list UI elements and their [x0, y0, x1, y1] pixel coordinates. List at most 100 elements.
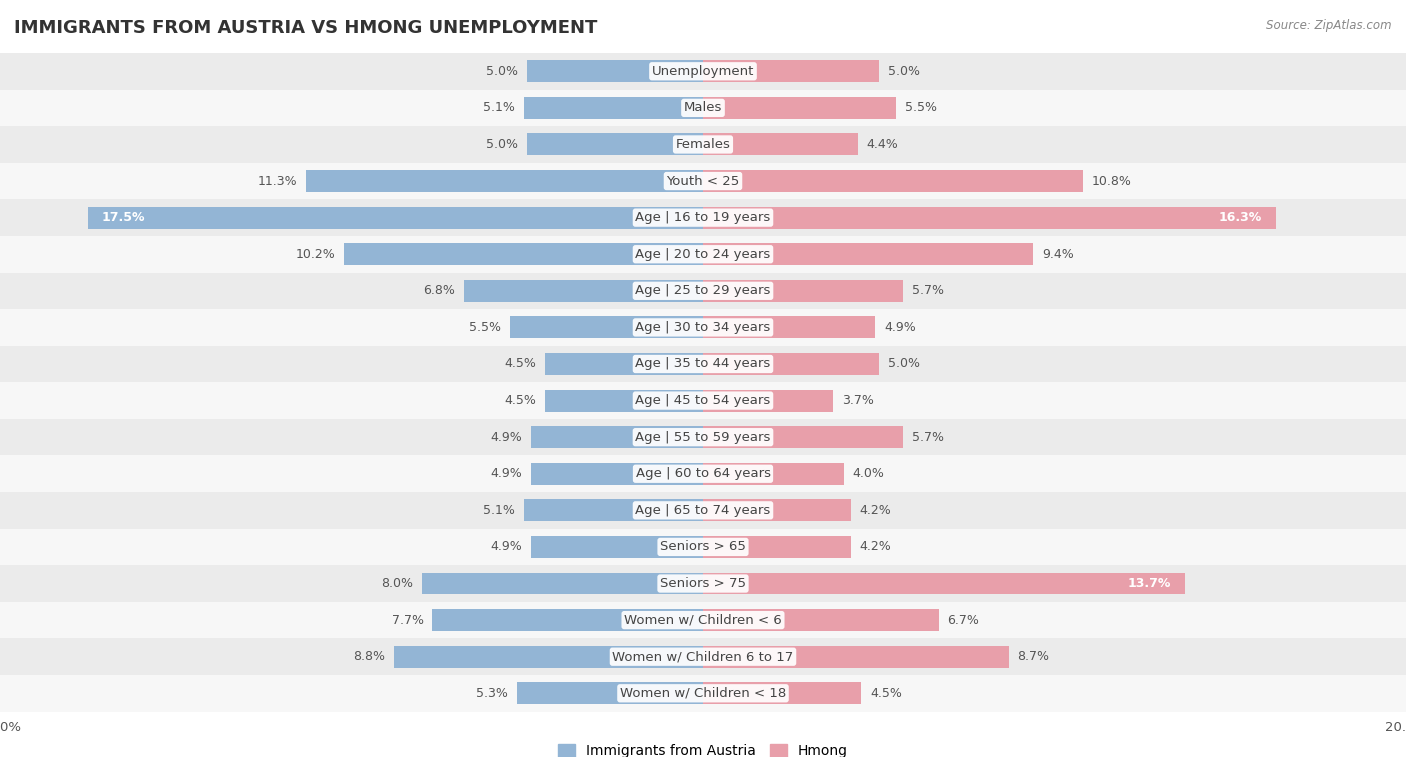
- Text: 5.7%: 5.7%: [912, 431, 945, 444]
- Text: 4.2%: 4.2%: [859, 540, 891, 553]
- Text: 16.3%: 16.3%: [1219, 211, 1263, 224]
- Text: 5.7%: 5.7%: [912, 285, 945, 298]
- Bar: [422, 572, 703, 594]
- Text: 8.7%: 8.7%: [1018, 650, 1050, 663]
- Text: 8.8%: 8.8%: [353, 650, 385, 663]
- Bar: [0, 126, 1406, 163]
- Text: Age | 30 to 34 years: Age | 30 to 34 years: [636, 321, 770, 334]
- Text: Age | 55 to 59 years: Age | 55 to 59 years: [636, 431, 770, 444]
- Bar: [703, 572, 1184, 594]
- Bar: [0, 309, 1406, 346]
- Bar: [531, 463, 703, 484]
- Bar: [546, 390, 703, 412]
- Text: 5.5%: 5.5%: [905, 101, 938, 114]
- Text: 11.3%: 11.3%: [257, 175, 297, 188]
- Bar: [527, 133, 703, 155]
- Text: Youth < 25: Youth < 25: [666, 175, 740, 188]
- Bar: [703, 170, 1083, 192]
- Bar: [703, 280, 904, 302]
- Text: 4.9%: 4.9%: [491, 540, 522, 553]
- Bar: [344, 243, 703, 265]
- Bar: [703, 682, 860, 704]
- Bar: [703, 609, 939, 631]
- Text: 4.5%: 4.5%: [505, 394, 536, 407]
- Text: Age | 35 to 44 years: Age | 35 to 44 years: [636, 357, 770, 370]
- Text: 4.9%: 4.9%: [884, 321, 915, 334]
- Bar: [394, 646, 703, 668]
- Text: 6.8%: 6.8%: [423, 285, 456, 298]
- Bar: [510, 316, 703, 338]
- Bar: [546, 353, 703, 375]
- Text: 5.0%: 5.0%: [486, 138, 519, 151]
- Bar: [0, 273, 1406, 309]
- Bar: [0, 492, 1406, 528]
- Text: Females: Females: [675, 138, 731, 151]
- Bar: [703, 97, 897, 119]
- Bar: [703, 207, 1277, 229]
- Bar: [527, 61, 703, 83]
- Text: 5.0%: 5.0%: [887, 357, 920, 370]
- Bar: [87, 207, 703, 229]
- Text: 10.8%: 10.8%: [1091, 175, 1132, 188]
- Bar: [0, 89, 1406, 126]
- Bar: [703, 390, 832, 412]
- Bar: [0, 53, 1406, 89]
- Text: Age | 65 to 74 years: Age | 65 to 74 years: [636, 504, 770, 517]
- Text: Seniors > 65: Seniors > 65: [659, 540, 747, 553]
- Bar: [0, 675, 1406, 712]
- Text: 3.7%: 3.7%: [842, 394, 873, 407]
- Bar: [0, 602, 1406, 638]
- Text: Unemployment: Unemployment: [652, 65, 754, 78]
- Bar: [433, 609, 703, 631]
- Text: 9.4%: 9.4%: [1042, 248, 1074, 260]
- Bar: [464, 280, 703, 302]
- Text: 5.1%: 5.1%: [484, 504, 515, 517]
- Text: 4.0%: 4.0%: [852, 467, 884, 480]
- Text: Source: ZipAtlas.com: Source: ZipAtlas.com: [1267, 19, 1392, 32]
- Bar: [531, 536, 703, 558]
- Bar: [703, 500, 851, 522]
- Text: 4.9%: 4.9%: [491, 431, 522, 444]
- Text: Seniors > 75: Seniors > 75: [659, 577, 747, 590]
- Bar: [524, 500, 703, 522]
- Text: 4.5%: 4.5%: [505, 357, 536, 370]
- Text: Women w/ Children < 6: Women w/ Children < 6: [624, 614, 782, 627]
- Bar: [703, 426, 904, 448]
- Bar: [0, 456, 1406, 492]
- Bar: [703, 463, 844, 484]
- Text: 5.0%: 5.0%: [887, 65, 920, 78]
- Bar: [703, 61, 879, 83]
- Bar: [0, 346, 1406, 382]
- Bar: [0, 528, 1406, 565]
- Text: Age | 25 to 29 years: Age | 25 to 29 years: [636, 285, 770, 298]
- Bar: [703, 133, 858, 155]
- Text: 5.0%: 5.0%: [486, 65, 519, 78]
- Text: 4.2%: 4.2%: [859, 504, 891, 517]
- Bar: [703, 353, 879, 375]
- Bar: [0, 638, 1406, 675]
- Text: 7.7%: 7.7%: [391, 614, 423, 627]
- Bar: [0, 163, 1406, 199]
- Text: 17.5%: 17.5%: [101, 211, 145, 224]
- Bar: [703, 536, 851, 558]
- Text: Age | 45 to 54 years: Age | 45 to 54 years: [636, 394, 770, 407]
- Bar: [703, 316, 875, 338]
- Text: 5.5%: 5.5%: [468, 321, 501, 334]
- Text: 4.5%: 4.5%: [870, 687, 901, 699]
- Text: 8.0%: 8.0%: [381, 577, 413, 590]
- Text: Age | 16 to 19 years: Age | 16 to 19 years: [636, 211, 770, 224]
- Bar: [307, 170, 703, 192]
- Text: Age | 20 to 24 years: Age | 20 to 24 years: [636, 248, 770, 260]
- Bar: [703, 243, 1033, 265]
- Text: IMMIGRANTS FROM AUSTRIA VS HMONG UNEMPLOYMENT: IMMIGRANTS FROM AUSTRIA VS HMONG UNEMPLO…: [14, 19, 598, 37]
- Bar: [531, 426, 703, 448]
- Bar: [0, 419, 1406, 456]
- Text: Males: Males: [683, 101, 723, 114]
- Text: 4.4%: 4.4%: [866, 138, 898, 151]
- Text: Women w/ Children < 18: Women w/ Children < 18: [620, 687, 786, 699]
- Text: 5.3%: 5.3%: [477, 687, 508, 699]
- Bar: [0, 382, 1406, 419]
- Bar: [703, 646, 1010, 668]
- Bar: [0, 565, 1406, 602]
- Bar: [517, 682, 703, 704]
